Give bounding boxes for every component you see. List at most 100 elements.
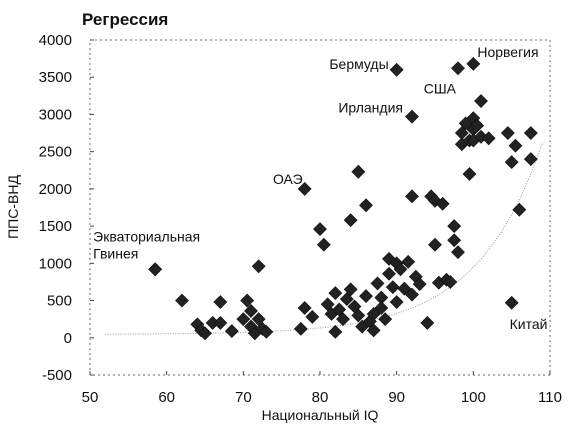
data-point	[293, 321, 308, 336]
x-tick-label: 60	[158, 389, 175, 406]
x-tick-label: 110	[538, 389, 562, 406]
trend-line-group	[105, 142, 543, 335]
annotation-label: Гвинея	[93, 245, 138, 261]
data-point	[378, 312, 393, 327]
plot-frame	[89, 39, 551, 376]
data-point	[213, 295, 228, 309]
data-point	[405, 189, 419, 204]
data-point	[389, 295, 404, 309]
data-point	[397, 281, 412, 296]
data-point	[198, 326, 212, 341]
labeled-data-point	[148, 262, 163, 277]
data-point	[401, 254, 416, 269]
data-point	[366, 323, 381, 338]
data-point	[332, 302, 347, 317]
labeled-data-point	[389, 62, 404, 77]
y-axis-title: ППС-ВНД	[5, 175, 21, 239]
data-point	[251, 312, 266, 327]
x-tick-label: 90	[388, 389, 405, 406]
data-point	[447, 219, 462, 234]
y-tick-label: 1000	[39, 255, 72, 272]
labeled-data-point	[466, 56, 481, 71]
annotation-label: ОАЭ	[273, 171, 303, 187]
data-point	[236, 312, 251, 327]
annotations-group: Бермуды Норвегия США Ирландия ОАЭ Экваториаль…	[93, 44, 547, 332]
data-point	[374, 301, 389, 315]
data-point	[504, 155, 519, 170]
data-point	[385, 280, 400, 295]
data-point	[213, 315, 228, 330]
labeled-data-point	[504, 295, 519, 310]
data-point	[451, 245, 465, 260]
y-axis-ticks: 4000 3500 3000 2500 2000 1500 1000 500 0 -500	[39, 32, 94, 384]
data-points-group	[148, 56, 538, 341]
data-point	[500, 126, 515, 140]
x-tick-label: 100	[461, 389, 486, 406]
data-point	[393, 262, 408, 277]
trend-line	[105, 142, 543, 335]
x-tick-label: 80	[312, 389, 329, 406]
data-point	[481, 131, 496, 146]
y-tick-label: 3500	[39, 69, 72, 86]
data-point	[343, 213, 358, 228]
data-point	[259, 324, 274, 339]
y-tick-label: 2000	[39, 181, 72, 198]
annotation-label: Норвегия	[477, 44, 538, 60]
data-point	[251, 259, 266, 274]
data-point	[435, 196, 450, 211]
labeled-data-point	[405, 109, 419, 124]
x-axis-title: Национальный IQ	[262, 407, 379, 423]
data-point	[470, 118, 485, 133]
data-point	[224, 324, 239, 339]
data-point	[328, 324, 343, 339]
data-point	[508, 138, 523, 153]
data-point	[240, 293, 255, 308]
data-point	[474, 94, 488, 108]
y-tick-label: 0	[64, 330, 72, 347]
annotation-label: Китай	[510, 316, 548, 332]
x-tick-label: 70	[235, 389, 252, 406]
y-tick-label: 1500	[39, 218, 72, 235]
data-point	[447, 233, 462, 248]
data-point	[366, 307, 381, 321]
data-point	[462, 167, 477, 181]
annotation-label: Экваториальная	[93, 228, 200, 244]
data-point	[405, 287, 419, 302]
x-tick-label: 50	[82, 389, 99, 406]
y-tick-label: 500	[47, 293, 72, 310]
data-point	[328, 286, 343, 301]
data-point	[412, 277, 427, 292]
x-axis-ticks: 50 60 70 80 90 100 110	[82, 371, 562, 406]
data-point	[428, 237, 442, 252]
y-tick-label: 3000	[39, 106, 72, 123]
chart-title: Регрессия	[82, 10, 168, 29]
data-point	[512, 202, 527, 217]
data-point	[359, 198, 373, 213]
data-point	[316, 237, 331, 252]
annotation-label: Ирландия	[338, 100, 403, 116]
data-point	[523, 152, 538, 167]
y-tick-label: -500	[42, 367, 72, 384]
labeled-data-point	[451, 61, 465, 76]
data-point	[313, 222, 327, 237]
data-point	[370, 276, 385, 291]
data-point	[420, 315, 435, 330]
data-point	[382, 266, 396, 281]
labeled-data-point	[297, 181, 312, 196]
data-point	[351, 308, 366, 323]
data-point	[343, 282, 358, 297]
annotation-label: Бермуды	[329, 56, 388, 72]
data-point	[359, 289, 373, 304]
y-tick-label: 2500	[39, 144, 72, 161]
data-point	[454, 126, 469, 140]
data-point	[305, 310, 320, 324]
data-point	[339, 292, 354, 306]
data-point	[175, 293, 189, 308]
data-point	[523, 126, 538, 140]
data-point	[244, 304, 258, 318]
data-point	[336, 312, 350, 327]
data-point	[320, 297, 335, 312]
y-tick-label: 4000	[39, 32, 72, 49]
